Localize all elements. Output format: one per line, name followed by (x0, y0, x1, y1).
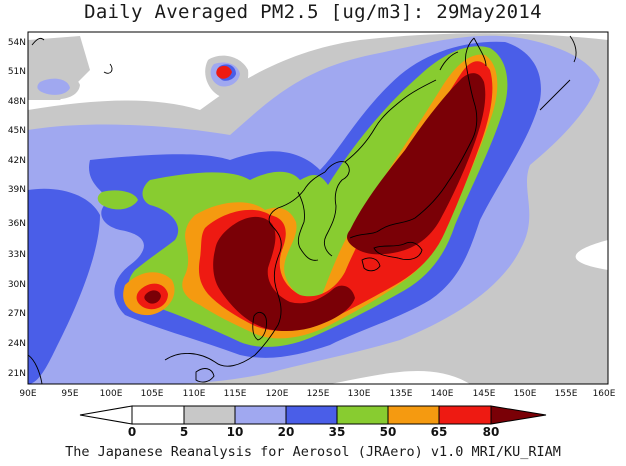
colorbar-upper-arrow (490, 405, 547, 425)
latitude-axis: 54N 51N 48N 45N 42N 39N 36N 33N 30N 27N … (8, 38, 26, 379)
lat-label: 54N (8, 38, 26, 48)
colorbar-label: 35 (329, 425, 346, 439)
concentration-field (28, 32, 608, 384)
footer-credit: The Japanese Reanalysis for Aerosol (JRA… (65, 444, 561, 460)
colorbar-cell (183, 405, 236, 425)
lat-label: 51N (8, 67, 26, 77)
lon-label: 135E (390, 389, 413, 399)
lon-label: 160E (593, 389, 616, 399)
lon-label: 100E (100, 389, 123, 399)
colorbar-label: 80 (483, 425, 500, 439)
lat-label: 39N (8, 185, 26, 195)
colorbar-cell (131, 405, 185, 425)
colorbar-label: 10 (227, 425, 244, 439)
colorbar-label: 0 (128, 425, 136, 439)
colorbar-label: 50 (380, 425, 397, 439)
lat-label: 42N (8, 156, 26, 166)
lon-label: 125E (307, 389, 330, 399)
level-80-region (144, 73, 486, 332)
colorbar-lower-arrow (79, 405, 133, 425)
colorbar-cell (336, 405, 389, 425)
lat-label: 30N (8, 280, 26, 290)
longitude-axis: 90E 95E 100E 105E 110E 115E 120E 125E 13… (19, 389, 615, 399)
plot-frame (27, 31, 609, 385)
lon-label: 105E (141, 389, 164, 399)
lon-label: 155E (555, 389, 578, 399)
lat-label: 24N (8, 339, 26, 349)
lat-label: 21N (8, 369, 26, 379)
colorbar-label: 65 (431, 425, 448, 439)
lon-label: 110E (183, 389, 206, 399)
lon-label: 130E (348, 389, 371, 399)
lat-label: 48N (8, 97, 26, 107)
lon-label: 150E (514, 389, 537, 399)
colorbar: 0 5 10 20 35 50 65 80 (79, 405, 547, 439)
lon-label: 115E (224, 389, 247, 399)
lon-label: 145E (473, 389, 496, 399)
map-title: Daily Averaged PM2.5 [ug/m3]: 29May2014 (84, 1, 542, 23)
colorbar-label: 20 (278, 425, 295, 439)
colorbar-cell (387, 405, 440, 425)
lat-label: 36N (8, 219, 26, 229)
lat-label: 45N (8, 126, 26, 136)
colorbar-cell (285, 405, 338, 425)
lat-label: 33N (8, 250, 26, 260)
lon-label: 90E (19, 389, 36, 399)
colorbar-label: 5 (180, 425, 188, 439)
coastlines (28, 35, 577, 384)
lat-label: 27N (8, 309, 26, 319)
colorbar-cell (438, 405, 492, 425)
lon-label: 120E (266, 389, 289, 399)
lon-label: 140E (431, 389, 454, 399)
lon-label: 95E (61, 389, 78, 399)
colorbar-cell (234, 405, 287, 425)
